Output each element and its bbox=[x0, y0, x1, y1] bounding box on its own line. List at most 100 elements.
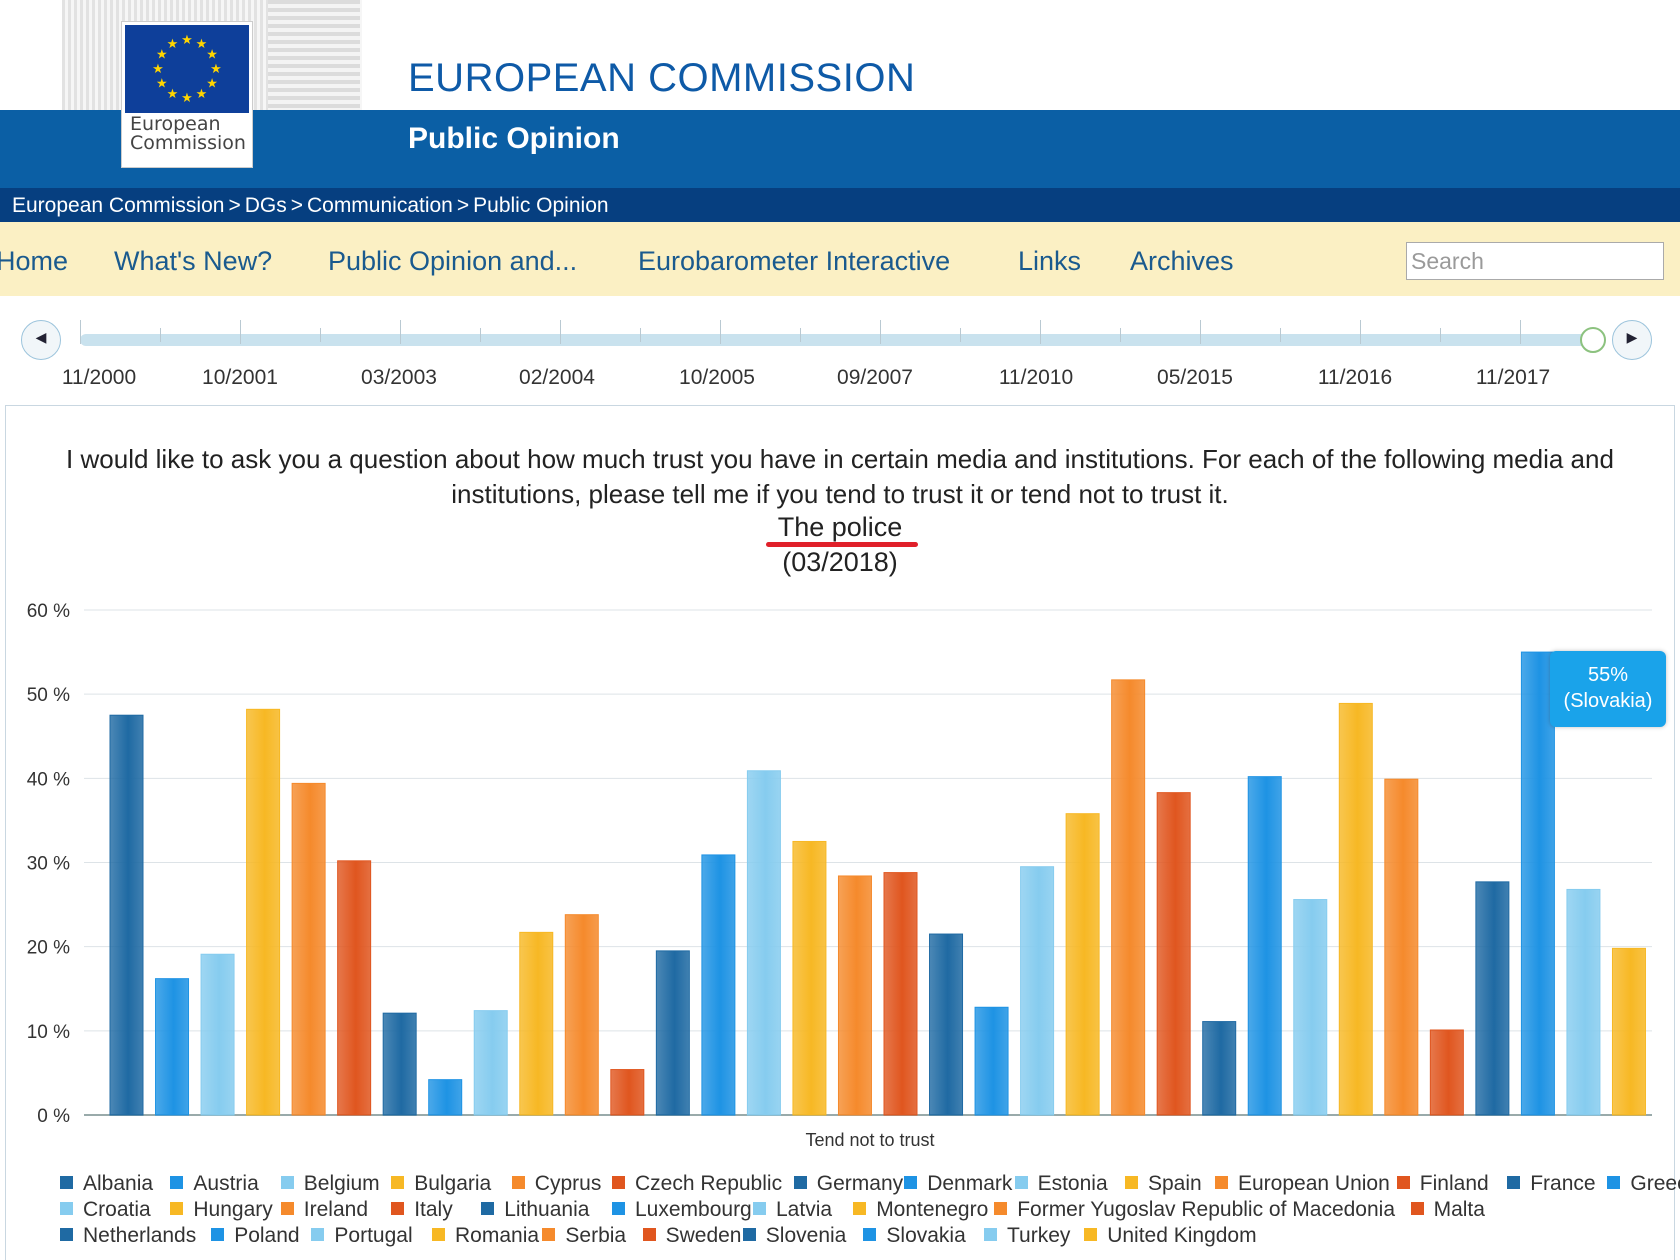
timeline-label[interactable]: 10/2001 bbox=[202, 366, 278, 389]
bar-hungary[interactable] bbox=[792, 840, 827, 1116]
timeline-label[interactable]: 11/2017 bbox=[1475, 366, 1551, 389]
legend-item[interactable]: Germany bbox=[793, 1172, 903, 1196]
legend-item[interactable]: Belgium bbox=[280, 1172, 380, 1196]
timeline-prev-button[interactable]: ◀ bbox=[21, 320, 61, 360]
legend-item[interactable]: Luxembourg bbox=[612, 1198, 752, 1222]
legend-item[interactable]: Bulgaria bbox=[391, 1172, 491, 1196]
ec-logo[interactable]: ★ ★ ★ ★ ★ ★ ★ ★ ★ ★ ★ ★ European Commission bbox=[122, 22, 252, 167]
legend-label: Poland bbox=[234, 1224, 300, 1247]
bar-cyprus[interactable] bbox=[291, 782, 326, 1116]
legend-item[interactable]: Spain bbox=[1125, 1172, 1202, 1196]
bar-chart: 0 % 10 % 20 % 30 % 40 % 50 % 60 % bbox=[27, 601, 1652, 1127]
legend-item[interactable]: Romania bbox=[432, 1224, 539, 1248]
legend-item[interactable]: United Kingdom bbox=[1084, 1224, 1257, 1248]
timeline-label[interactable]: 11/2016 bbox=[1317, 366, 1393, 389]
section-title: Public Opinion bbox=[408, 122, 620, 155]
legend-item[interactable]: Greece bbox=[1607, 1172, 1680, 1196]
bar-ireland[interactable] bbox=[837, 875, 872, 1116]
bar-european-union[interactable] bbox=[564, 914, 599, 1116]
nav-links[interactable]: Links bbox=[1018, 246, 1082, 276]
bar-germany[interactable] bbox=[382, 1012, 417, 1116]
legend-item[interactable]: Turkey bbox=[984, 1224, 1070, 1248]
bar-slovenia[interactable] bbox=[1475, 881, 1510, 1116]
bar-greece[interactable] bbox=[701, 854, 736, 1116]
legend-item[interactable]: Croatia bbox=[60, 1198, 151, 1222]
bar-luxembourg[interactable] bbox=[974, 1006, 1009, 1116]
bar-bulgaria[interactable] bbox=[246, 708, 281, 1116]
bar-slovakia[interactable] bbox=[1520, 651, 1555, 1116]
timeline-track[interactable] bbox=[80, 334, 1592, 346]
bar-malta[interactable] bbox=[1156, 792, 1191, 1116]
legend-item[interactable]: Hungary bbox=[170, 1198, 273, 1222]
legend-item[interactable]: Malta bbox=[1410, 1198, 1485, 1222]
nav-whats-new[interactable]: What's New? bbox=[114, 246, 273, 276]
bar-poland[interactable] bbox=[1247, 776, 1282, 1116]
bar-lithuania[interactable] bbox=[929, 933, 964, 1116]
timeline-label[interactable]: 05/2015 bbox=[1157, 366, 1233, 389]
bar-italy[interactable] bbox=[883, 872, 918, 1116]
legend-item[interactable]: Portugal bbox=[311, 1224, 413, 1248]
bar-former-yugoslav-republic-of-macedonia[interactable] bbox=[1111, 679, 1146, 1116]
bar-united-kingdom[interactable] bbox=[1611, 947, 1646, 1116]
bar-france[interactable] bbox=[655, 950, 690, 1116]
legend-item[interactable]: Slovenia bbox=[742, 1224, 846, 1248]
legend-item[interactable]: Cyprus bbox=[511, 1172, 602, 1196]
legend-item[interactable]: European Union bbox=[1215, 1172, 1390, 1196]
breadcrumb-item-public-opinion[interactable]: Public Opinion bbox=[473, 194, 609, 217]
bar-spain[interactable] bbox=[519, 931, 554, 1116]
legend-item[interactable]: Slovakia bbox=[863, 1224, 966, 1248]
legend-item[interactable]: Austria bbox=[170, 1172, 259, 1196]
bar-estonia[interactable] bbox=[473, 1010, 508, 1116]
timeline-handle[interactable] bbox=[1580, 327, 1606, 353]
timeline-label[interactable]: 02/2004 bbox=[519, 366, 595, 389]
bar-sweden[interactable] bbox=[1429, 1029, 1464, 1116]
legend-item[interactable]: Czech Republic bbox=[612, 1172, 782, 1196]
bar-finland[interactable] bbox=[610, 1069, 645, 1116]
legend-label: Slovakia bbox=[886, 1224, 966, 1247]
legend-item[interactable]: Poland bbox=[211, 1224, 300, 1248]
timeline-label[interactable]: 10/2005 bbox=[679, 366, 755, 389]
bar-netherlands[interactable] bbox=[1202, 1021, 1237, 1116]
legend-item[interactable]: Italy bbox=[391, 1198, 453, 1222]
nav-archives[interactable]: Archives bbox=[1130, 246, 1234, 276]
bar-romania[interactable] bbox=[1338, 702, 1373, 1116]
timeline-label[interactable]: 11/2010 bbox=[998, 366, 1074, 389]
legend-item[interactable]: Netherlands bbox=[60, 1224, 196, 1248]
nav-public-opinion[interactable]: Public Opinion and... bbox=[328, 246, 578, 276]
timeline-label[interactable]: 03/2003 bbox=[361, 366, 437, 389]
breadcrumb-item-european-commission[interactable]: European Commission bbox=[12, 194, 225, 217]
legend-item[interactable]: France bbox=[1507, 1172, 1596, 1196]
legend-item[interactable]: Lithuania bbox=[481, 1198, 589, 1222]
breadcrumb-item-dgs[interactable]: DGs bbox=[244, 194, 287, 217]
legend-label: Portugal bbox=[334, 1224, 413, 1247]
legend-item[interactable]: Denmark bbox=[904, 1172, 1012, 1196]
legend-item[interactable]: Estonia bbox=[1014, 1172, 1108, 1196]
timeline-label[interactable]: 09/2007 bbox=[837, 366, 913, 389]
bar-denmark[interactable] bbox=[428, 1079, 463, 1116]
legend-item[interactable]: Serbia bbox=[542, 1224, 626, 1248]
bar-serbia[interactable] bbox=[1384, 778, 1419, 1116]
bar-austria[interactable] bbox=[155, 978, 190, 1116]
nav-home[interactable]: Home bbox=[0, 246, 69, 276]
legend-item[interactable]: Ireland bbox=[280, 1198, 368, 1222]
legend-item[interactable]: Finland bbox=[1396, 1172, 1489, 1196]
legend-item[interactable]: Sweden bbox=[642, 1224, 741, 1248]
legend-item[interactable]: Montenegro bbox=[853, 1198, 988, 1222]
nav-eurobarometer-interactive[interactable]: Eurobarometer Interactive bbox=[638, 246, 951, 276]
bar-portugal[interactable] bbox=[1293, 899, 1328, 1116]
legend-item[interactable]: Latvia bbox=[753, 1198, 832, 1222]
bar-croatia[interactable] bbox=[746, 770, 781, 1116]
bar-montenegro[interactable] bbox=[1065, 813, 1100, 1116]
bar-latvia[interactable] bbox=[1020, 866, 1055, 1116]
bar-czech-republic[interactable] bbox=[337, 860, 372, 1116]
legend-item[interactable]: Albania bbox=[60, 1172, 153, 1196]
legend-item[interactable]: Former Yugoslav Republic of Macedonia bbox=[994, 1198, 1395, 1222]
timeline-label[interactable]: 11/2000 bbox=[61, 366, 137, 389]
breadcrumb-item-communication[interactable]: Communication bbox=[306, 194, 453, 217]
bar-albania[interactable] bbox=[109, 714, 144, 1116]
legend-label: Cyprus bbox=[534, 1172, 602, 1195]
search-input[interactable] bbox=[1406, 242, 1664, 280]
timeline-next-button[interactable]: ▶ bbox=[1612, 320, 1652, 360]
bar-belgium[interactable] bbox=[200, 953, 235, 1116]
bar-turkey[interactable] bbox=[1566, 888, 1601, 1116]
